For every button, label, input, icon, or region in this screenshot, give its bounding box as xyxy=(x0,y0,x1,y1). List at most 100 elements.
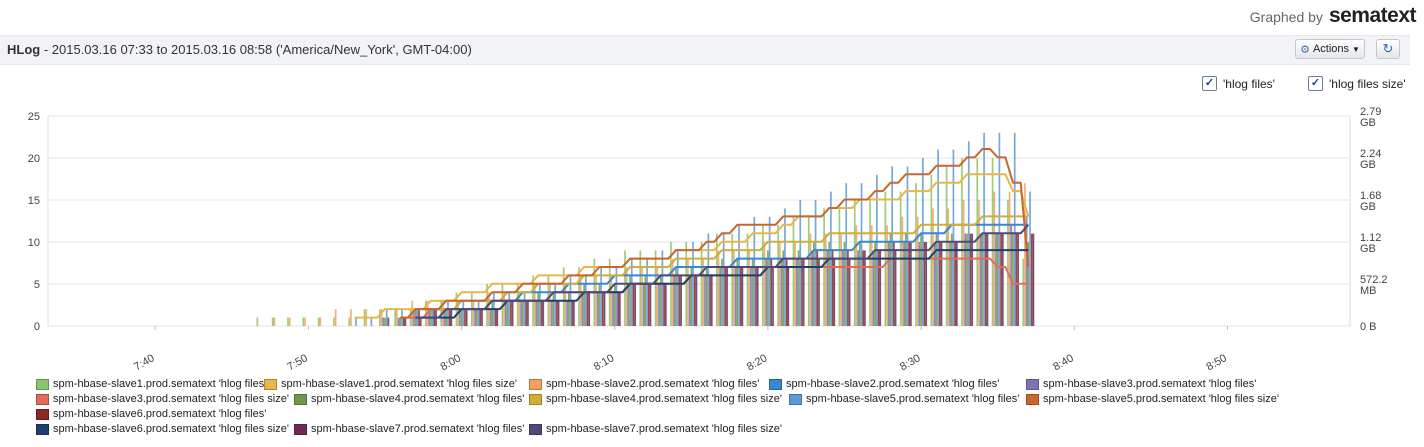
x-axis-tick-label: 8:40 xyxy=(1051,352,1076,370)
bar-2 xyxy=(596,292,599,326)
gear-icon: ⚙ xyxy=(1300,43,1310,56)
legend-label: spm-hbase-slave3.prod.sematext 'hlog fil… xyxy=(1043,378,1257,390)
bar-1 xyxy=(794,242,797,326)
legend-item[interactable]: spm-hbase-slave6.prod.sematext 'hlog fil… xyxy=(36,408,266,420)
legend-item[interactable]: spm-hbase-slave6.prod.sematext 'hlog fil… xyxy=(36,423,289,435)
bar-1 xyxy=(932,208,934,326)
bar-4 xyxy=(646,258,648,326)
left-axis-tick-label: 0 xyxy=(34,321,40,333)
toggle-hlog-files[interactable]: ✓ 'hlog files' xyxy=(1202,76,1275,91)
left-axis-tick-label: 10 xyxy=(28,237,40,249)
bar-5 xyxy=(464,309,466,326)
bar-0 xyxy=(761,225,764,326)
bar-6 xyxy=(695,275,698,326)
bar-4 xyxy=(523,292,526,326)
right-axis-tick-label: 0 B xyxy=(1360,321,1377,333)
bar-0 xyxy=(394,309,397,326)
bar-1 xyxy=(947,208,950,326)
bar-5 xyxy=(785,258,788,326)
branding: Graphed by sematext xyxy=(1249,4,1417,28)
bar-3 xyxy=(659,275,662,326)
bar-4 xyxy=(355,317,357,326)
legend-swatch xyxy=(1026,393,1039,405)
bar-6 xyxy=(527,300,529,326)
bar-5 xyxy=(556,300,558,326)
bar-5 xyxy=(847,250,849,326)
bar-0 xyxy=(271,317,274,326)
actions-button[interactable]: ⚙ Actions ▼ xyxy=(1295,39,1365,59)
bar-3 xyxy=(552,292,555,326)
bar-2 xyxy=(459,309,461,326)
legend-item[interactable]: spm-hbase-slave7.prod.sematext 'hlog fil… xyxy=(529,423,782,435)
legend-swatch xyxy=(529,378,542,390)
bar-5 xyxy=(709,275,711,326)
bar-5 xyxy=(663,284,665,326)
bar-4 xyxy=(600,267,602,326)
bar-4 xyxy=(967,141,970,326)
legend-item[interactable]: spm-hbase-slave1.prod.sematext 'hlog fil… xyxy=(264,378,517,390)
series-line-3 xyxy=(400,215,1029,319)
bar-3 xyxy=(782,250,785,326)
legend-item[interactable]: spm-hbase-slave4.prod.sematext 'hlog fil… xyxy=(294,393,524,405)
bar-5 xyxy=(617,292,620,326)
bar-3 xyxy=(675,267,677,326)
graphed-by-label: Graphed by xyxy=(1249,9,1323,25)
legend-item[interactable]: spm-hbase-slave2.prod.sematext 'hlog fil… xyxy=(529,378,759,390)
checkbox-hlog-files[interactable]: ✓ xyxy=(1202,76,1217,91)
legend-item[interactable]: spm-hbase-slave2.prod.sematext 'hlog fil… xyxy=(769,378,999,390)
bar-4 xyxy=(799,200,802,326)
bar-3 xyxy=(981,233,984,326)
bar-4 xyxy=(615,267,618,326)
bar-1 xyxy=(840,233,842,326)
bar-0 xyxy=(1022,258,1025,326)
x-axis-tick-label: 8:10 xyxy=(592,352,617,370)
bar-5 xyxy=(877,250,880,326)
bar-6 xyxy=(557,300,560,326)
x-axis-tick-label: 8:00 xyxy=(439,352,464,370)
bar-3 xyxy=(491,300,494,326)
bar-2 xyxy=(734,267,737,326)
bar-0 xyxy=(853,200,856,326)
legend-item[interactable]: spm-hbase-slave5.prod.sematext 'hlog fil… xyxy=(1026,393,1279,405)
chart-header: HLog - 2015.03.16 07:33 to 2015.03.16 08… xyxy=(0,35,1410,65)
bar-5 xyxy=(755,267,757,326)
left-axis-tick-label: 5 xyxy=(34,279,40,291)
legend-item[interactable]: spm-hbase-slave3.prod.sematext 'hlog fil… xyxy=(36,393,289,405)
bar-4 xyxy=(921,158,924,326)
bar-3 xyxy=(1012,233,1014,326)
bar-4 xyxy=(937,149,939,326)
bar-3 xyxy=(935,233,938,326)
legend-item[interactable]: spm-hbase-slave5.prod.sematext 'hlog fil… xyxy=(789,393,1019,405)
right-axis-tick-label: 2.24 GB xyxy=(1360,148,1381,171)
x-axis-tick-label: 8:20 xyxy=(745,352,770,370)
bar-5 xyxy=(632,284,635,326)
bar-2 xyxy=(520,300,522,326)
toggle-hlog-files-size[interactable]: ✓ 'hlog files size' xyxy=(1308,76,1406,91)
bar-2 xyxy=(688,275,691,326)
bar-5 xyxy=(739,267,742,326)
legend-item[interactable]: spm-hbase-slave1.prod.sematext 'hlog fil… xyxy=(36,378,266,390)
bar-0 xyxy=(915,183,917,326)
bar-5 xyxy=(984,233,987,326)
refresh-button[interactable]: ↻ xyxy=(1376,39,1400,59)
bar-5 xyxy=(724,267,727,326)
series-line-6 xyxy=(415,224,1030,319)
bar-5 xyxy=(693,275,696,326)
bar-4 xyxy=(447,300,449,326)
bar-3 xyxy=(736,258,739,326)
legend-label: spm-hbase-slave6.prod.sematext 'hlog fil… xyxy=(53,408,267,420)
bar-5 xyxy=(1000,233,1002,326)
legend-label: spm-hbase-slave1.prod.sematext 'hlog fil… xyxy=(53,378,267,390)
bar-6 xyxy=(619,292,621,326)
bar-1 xyxy=(993,191,996,326)
legend-item[interactable]: spm-hbase-slave7.prod.sematext 'hlog fil… xyxy=(294,423,524,435)
actions-label: Actions xyxy=(1312,43,1350,55)
legend-item[interactable]: spm-hbase-slave4.prod.sematext 'hlog fil… xyxy=(529,393,782,405)
bar-6 xyxy=(649,284,652,326)
checkbox-hlog-files-size[interactable]: ✓ xyxy=(1308,76,1323,91)
bar-3 xyxy=(950,233,953,326)
legend-item[interactable]: spm-hbase-slave3.prod.sematext 'hlog fil… xyxy=(1026,378,1256,390)
right-axis-tick-label: 572.2 MB xyxy=(1360,274,1388,297)
bar-2 xyxy=(949,242,951,326)
bar-2 xyxy=(642,284,645,326)
